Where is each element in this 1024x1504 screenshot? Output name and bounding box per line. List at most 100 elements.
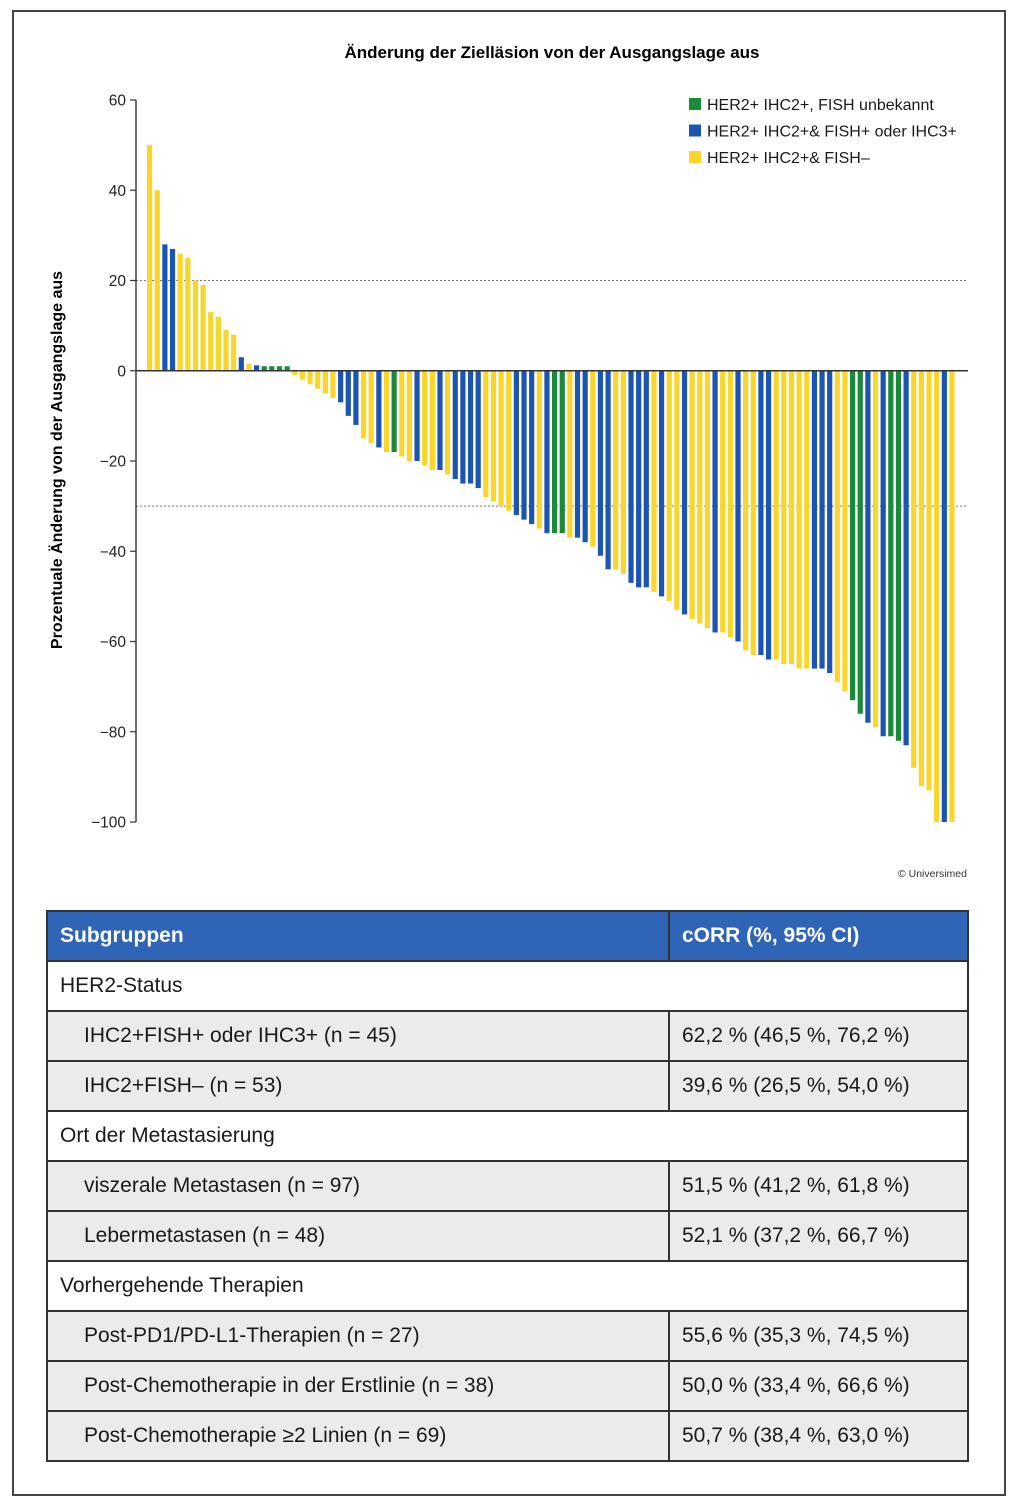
waterfall-chart: Änderung der Zielläsion von der Ausgangs… (48, 43, 968, 880)
bar (850, 370, 856, 701)
row-label: Post-PD1/PD-L1-Therapien (n = 27) (46, 1310, 670, 1362)
table-section-row: HER2-Status (46, 960, 969, 1012)
section-label: HER2-Status (46, 960, 969, 1012)
row-label: IHC2+FISH– (n = 53) (46, 1060, 670, 1112)
bar (773, 370, 779, 660)
bar (208, 312, 214, 371)
bar (315, 370, 321, 389)
legend-swatch (689, 124, 701, 137)
section-label: Ort der Metastasierung (46, 1110, 969, 1162)
bar (200, 285, 206, 371)
tick-label: −40 (100, 544, 127, 561)
bar (177, 253, 183, 371)
bar (246, 363, 252, 371)
bar (360, 370, 367, 439)
bar (391, 370, 397, 452)
table-row: Lebermetastasen (n = 48) 52,1 % (37,2 %,… (46, 1210, 969, 1262)
bar (857, 370, 863, 714)
table-section-row: Ort der Metastasierung (46, 1110, 969, 1162)
bar (918, 370, 924, 786)
row-label: Post-Chemotherapie ≥2 Linien (n = 69) (46, 1410, 670, 1462)
table-row: IHC2+FISH– (n = 53) 39,6 % (26,5 %, 54,0… (46, 1060, 969, 1112)
bar (345, 370, 351, 416)
bar (643, 370, 649, 588)
bar (292, 370, 298, 376)
y-ticks: 60 40 20 0 −20 −40 −60 −80 −100 (91, 93, 136, 832)
bar (460, 370, 466, 484)
table-row: Post-PD1/PD-L1-Therapien (n = 27) 55,6 %… (46, 1310, 969, 1362)
bar (597, 370, 604, 556)
bar (720, 370, 726, 633)
bar (697, 370, 703, 624)
bar (544, 370, 550, 534)
bar (865, 370, 871, 723)
bar (276, 366, 283, 371)
bar (658, 370, 665, 597)
bar (788, 370, 795, 665)
row-label: Lebermetastasen (n = 48) (46, 1210, 670, 1262)
bar (154, 190, 160, 371)
copyright-note: © Universimed (898, 868, 967, 880)
bar (269, 366, 275, 371)
bar (521, 370, 527, 520)
bar (590, 370, 596, 547)
row-value: 55,6 % (35,3 %, 74,5 %) (668, 1310, 969, 1362)
bar (712, 370, 718, 633)
bar (949, 370, 955, 822)
bar (895, 370, 902, 741)
table-row: viszerale Metastasen (n = 97) 51,5 % (41… (46, 1160, 969, 1212)
bar (811, 370, 818, 669)
bar (620, 370, 626, 574)
bar (880, 370, 886, 737)
legend-label: HER2+ IHC2+& FISH– (707, 150, 870, 167)
row-value: 50,7 % (38,4 %, 63,0 %) (668, 1410, 969, 1462)
legend: HER2+ IHC2+, FISH unbekannt HER2+ IHC2+& … (689, 97, 957, 167)
chart-title: Änderung der Zielläsion von der Ausgangs… (344, 43, 759, 62)
bar (284, 366, 290, 371)
bar (368, 370, 374, 443)
row-value: 52,1 % (37,2 %, 66,7 %) (668, 1210, 969, 1262)
bar (781, 370, 787, 665)
bar (842, 370, 848, 692)
bar (934, 370, 940, 822)
bar (758, 370, 764, 656)
bar (636, 370, 642, 588)
row-label: IHC2+FISH+ oder IHC3+ (n = 45) (46, 1010, 670, 1062)
bar (651, 370, 657, 592)
bar (383, 370, 390, 452)
bar (529, 370, 535, 525)
bar (552, 370, 558, 534)
table-section-row: Vorhergehende Therapien (46, 1260, 969, 1312)
bar (429, 370, 435, 471)
row-label: viszerale Metastasen (n = 97) (46, 1160, 670, 1212)
bar (483, 370, 489, 498)
bar (192, 280, 199, 371)
tick-label: −20 (100, 454, 127, 471)
bar (536, 370, 542, 529)
subgroup-table: Subgruppen cORR (%, 95% CI) HER2-Status … (46, 910, 969, 1462)
bar (162, 244, 168, 371)
bar (819, 370, 825, 669)
bar (169, 248, 176, 371)
bar (299, 370, 306, 380)
bar (223, 330, 229, 371)
table-row: Post-Chemotherapie ≥2 Linien (n = 69) 50… (46, 1410, 969, 1462)
row-value: 50,0 % (33,4 %, 66,6 %) (668, 1360, 969, 1412)
bars (147, 145, 955, 822)
bar (147, 145, 153, 371)
bar (490, 370, 497, 502)
bar (215, 316, 221, 371)
bar (911, 370, 917, 768)
figure-frame (12, 10, 1006, 1496)
bar (399, 370, 405, 457)
bar (743, 370, 749, 651)
bar (628, 370, 634, 583)
tick-label: 0 (117, 363, 126, 380)
bar (834, 370, 840, 683)
bar (506, 370, 512, 511)
bar (582, 370, 588, 543)
legend-swatch (689, 151, 701, 163)
table-row: IHC2+FISH+ oder IHC3+ (n = 45) 62,2 % (4… (46, 1010, 969, 1062)
bar (674, 370, 680, 610)
bar (765, 370, 772, 660)
